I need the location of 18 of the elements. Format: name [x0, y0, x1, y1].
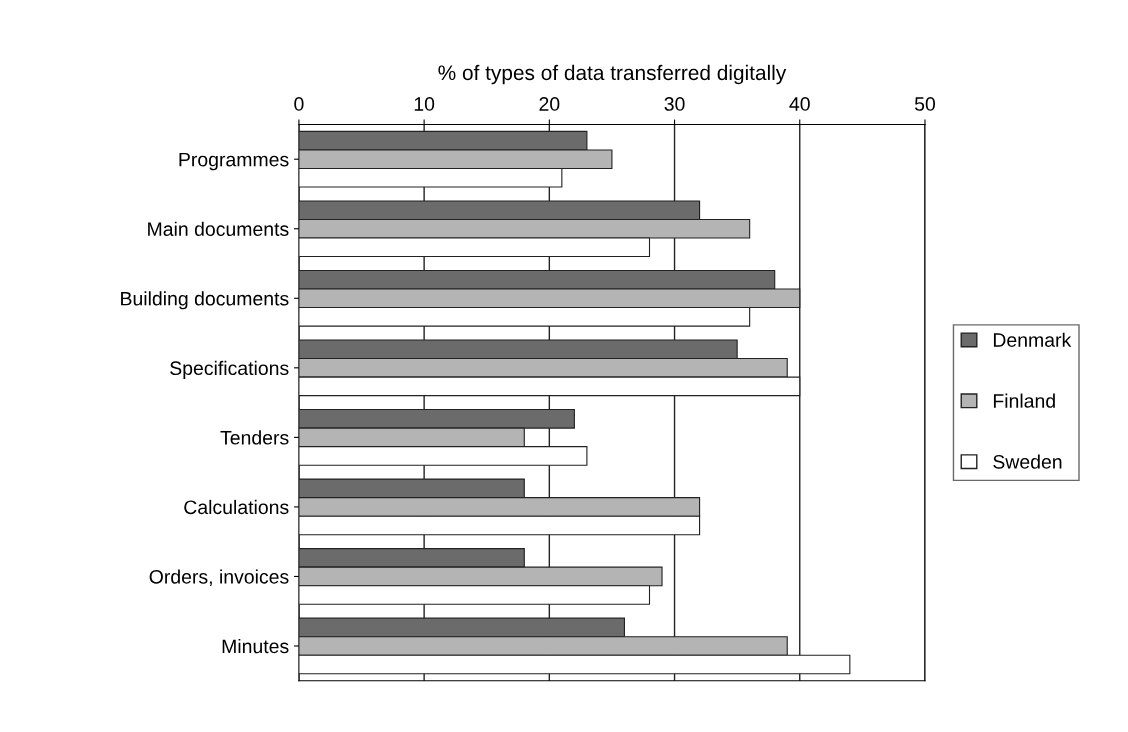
y-tick-label: Calculations	[184, 499, 289, 515]
x-tick-label: 10	[414, 97, 435, 111]
y-tick-label: Minutes	[222, 638, 289, 654]
y-tick-label: Main documents	[148, 221, 289, 236]
y-tick-label: Building documents	[121, 291, 289, 310]
legend-label: Finland	[993, 393, 1055, 408]
y-tick-label: Tenders	[220, 430, 289, 445]
x-tick-label: 50	[914, 97, 936, 111]
x-tick-label: 30	[664, 97, 685, 111]
x-tick-label: 20	[539, 97, 560, 111]
x-tick-label: 0	[294, 97, 304, 111]
legend-label: Denmark	[993, 332, 1072, 347]
y-tick-label: Programmes	[179, 152, 289, 171]
x-tick-label: 40	[789, 97, 810, 111]
y-tick-label: Specifications	[170, 360, 289, 379]
y-tick-label: Orders, invoices	[149, 569, 289, 586]
legend-label: Sweden	[993, 454, 1062, 469]
x-axis-title: % of types of data transferred digitally	[438, 64, 787, 85]
